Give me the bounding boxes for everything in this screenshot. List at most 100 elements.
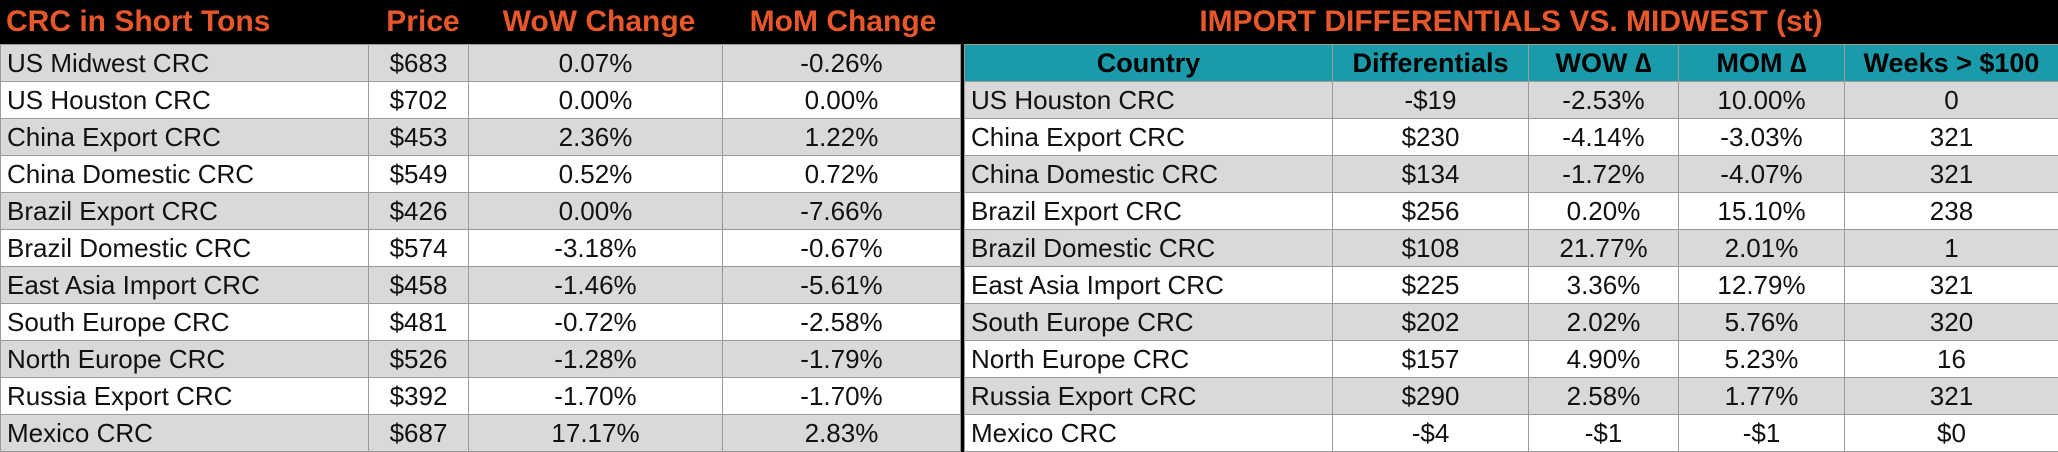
table-row: US Houston CRC-$19-2.53%10.00%0 xyxy=(965,82,2058,119)
table-row: Mexico CRC-$4-$1-$1$0 xyxy=(965,415,2058,452)
cell-diff: $230 xyxy=(1333,119,1529,156)
cell-weeks: 1 xyxy=(1845,230,2058,267)
header-wow-change: WoW Change xyxy=(472,0,726,44)
cell-price: $702 xyxy=(369,82,469,119)
cell-mom: -0.26% xyxy=(723,45,961,82)
cell-diff: -$19 xyxy=(1333,82,1529,119)
cell-wow: -1.46% xyxy=(469,267,723,304)
cell-name: North Europe CRC xyxy=(965,341,1333,378)
cell-mom: 5.76% xyxy=(1679,304,1845,341)
cell-wow: 0.00% xyxy=(469,82,723,119)
cell-wow: -4.14% xyxy=(1529,119,1679,156)
cell-mom: 5.23% xyxy=(1679,341,1845,378)
cell-weeks: 238 xyxy=(1845,193,2058,230)
cell-weeks: 321 xyxy=(1845,267,2058,304)
cell-name: China Export CRC xyxy=(1,119,369,156)
cell-price: $426 xyxy=(369,193,469,230)
table-row: Brazil Domestic CRC$574-3.18%-0.67% xyxy=(1,230,961,267)
cell-mom: 0.72% xyxy=(723,156,961,193)
cell-name: China Domestic CRC xyxy=(965,156,1333,193)
cell-mom: 10.00% xyxy=(1679,82,1845,119)
cell-name: Brazil Export CRC xyxy=(965,193,1333,230)
table-row: North Europe CRC$526-1.28%-1.79% xyxy=(1,341,961,378)
cell-name: Brazil Domestic CRC xyxy=(965,230,1333,267)
cell-name: China Export CRC xyxy=(965,119,1333,156)
cell-mom: 12.79% xyxy=(1679,267,1845,304)
cell-wow: -1.72% xyxy=(1529,156,1679,193)
cell-wow: 0.07% xyxy=(469,45,723,82)
cell-name: East Asia Import CRC xyxy=(1,267,369,304)
cell-name: China Domestic CRC xyxy=(1,156,369,193)
cell-wow: 17.17% xyxy=(469,415,723,452)
cell-diff: $225 xyxy=(1333,267,1529,304)
cell-price: $392 xyxy=(369,378,469,415)
cell-price: $458 xyxy=(369,267,469,304)
table-row: China Export CRC$230-4.14%-3.03%321 xyxy=(965,119,2058,156)
cell-mom: -7.66% xyxy=(723,193,961,230)
column-header-differentials: Differentials xyxy=(1333,45,1529,82)
cell-mom: -$1 xyxy=(1679,415,1845,452)
cell-weeks: $0 xyxy=(1845,415,2058,452)
cell-mom: -5.61% xyxy=(723,267,961,304)
column-header-weeks-over-100: Weeks > $100 xyxy=(1845,45,2058,82)
cell-mom: -1.70% xyxy=(723,378,961,415)
cell-price: $481 xyxy=(369,304,469,341)
column-header-mom-delta: MOM ∆ xyxy=(1679,45,1845,82)
cell-wow: 0.00% xyxy=(469,193,723,230)
cell-weeks: 321 xyxy=(1845,119,2058,156)
cell-weeks: 321 xyxy=(1845,156,2058,193)
cell-diff: $108 xyxy=(1333,230,1529,267)
cell-name: US Midwest CRC xyxy=(1,45,369,82)
cell-name: Mexico CRC xyxy=(965,415,1333,452)
cell-wow: 21.77% xyxy=(1529,230,1679,267)
cell-price: $549 xyxy=(369,156,469,193)
crc-price-panel: CRC in Short Tons Price WoW Change MoM C… xyxy=(0,0,960,452)
cell-mom: -1.79% xyxy=(723,341,961,378)
cell-diff: $157 xyxy=(1333,341,1529,378)
cell-diff: $256 xyxy=(1333,193,1529,230)
cell-wow: 2.36% xyxy=(469,119,723,156)
import-differentials-header-row: Country Differentials WOW ∆ MOM ∆ Weeks … xyxy=(965,45,2058,82)
cell-weeks: 320 xyxy=(1845,304,2058,341)
cell-name: Russia Export CRC xyxy=(1,378,369,415)
import-differentials-title: IMPORT DIFFERENTIALS VS. MIDWEST (st) xyxy=(964,0,2058,44)
cell-mom: -2.58% xyxy=(723,304,961,341)
cell-wow: -1.70% xyxy=(469,378,723,415)
cell-name: Brazil Export CRC xyxy=(1,193,369,230)
cell-mom: 1.77% xyxy=(1679,378,1845,415)
cell-weeks: 321 xyxy=(1845,378,2058,415)
cell-mom: 2.01% xyxy=(1679,230,1845,267)
import-differentials-panel: IMPORT DIFFERENTIALS VS. MIDWEST (st) Co… xyxy=(964,0,2058,452)
cell-wow: 2.02% xyxy=(1529,304,1679,341)
import-differentials-table: Country Differentials WOW ∆ MOM ∆ Weeks … xyxy=(964,44,2058,452)
table-row: East Asia Import CRC$458-1.46%-5.61% xyxy=(1,267,961,304)
cell-wow: -3.18% xyxy=(469,230,723,267)
cell-name: Brazil Domestic CRC xyxy=(1,230,369,267)
table-row: China Domestic CRC$134-1.72%-4.07%321 xyxy=(965,156,2058,193)
cell-name: North Europe CRC xyxy=(1,341,369,378)
cell-weeks: 0 xyxy=(1845,82,2058,119)
cell-weeks: 16 xyxy=(1845,341,2058,378)
cell-wow: 0.20% xyxy=(1529,193,1679,230)
cell-name: Russia Export CRC xyxy=(965,378,1333,415)
cell-mom: 15.10% xyxy=(1679,193,1845,230)
cell-price: $683 xyxy=(369,45,469,82)
cell-mom: -0.67% xyxy=(723,230,961,267)
cell-name: Mexico CRC xyxy=(1,415,369,452)
cell-name: South Europe CRC xyxy=(965,304,1333,341)
cell-diff: $202 xyxy=(1333,304,1529,341)
cell-wow: -$1 xyxy=(1529,415,1679,452)
cell-name: US Houston CRC xyxy=(965,82,1333,119)
